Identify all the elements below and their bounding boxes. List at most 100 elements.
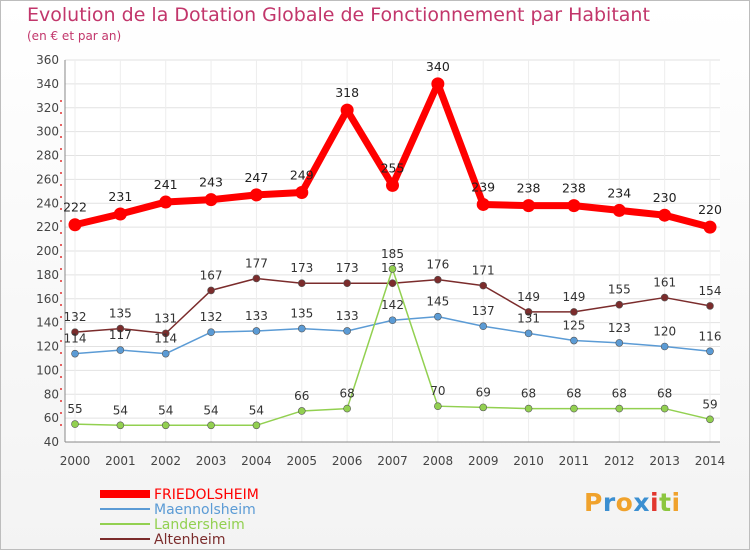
data-point-maennolsheim-2003 [207, 328, 215, 336]
legend-label-altenheim: Altenheim [154, 532, 225, 548]
data-point-friedolsheim-2009 [476, 197, 490, 211]
x-tick-label-2008: 2008 [423, 454, 454, 468]
data-point-altenheim-2007 [388, 279, 397, 288]
data-label-landersheim-2014: 59 [702, 397, 717, 411]
data-label-friedolsheim-2007: 255 [381, 160, 405, 175]
y-tick-label-80: 80 [44, 387, 59, 401]
data-point-maennolsheim-2006 [343, 327, 351, 335]
data-label-maennolsheim-2003: 132 [200, 310, 223, 324]
data-point-altenheim-2012 [615, 300, 624, 309]
x-tick-label-2007: 2007 [377, 454, 408, 468]
data-point-landersheim-2010 [524, 404, 533, 413]
data-label-altenheim-2005: 173 [290, 261, 313, 275]
y-tick-label-40: 40 [44, 435, 59, 449]
data-point-friedolsheim-2005 [295, 186, 309, 200]
data-point-altenheim-2010 [524, 308, 533, 316]
data-label-maennolsheim-2001: 117 [109, 328, 132, 342]
data-label-altenheim-2001: 135 [109, 307, 132, 321]
data-point-friedolsheim-2002 [159, 195, 173, 209]
data-label-altenheim-2013: 161 [653, 276, 676, 290]
data-point-maennolsheim-2009 [479, 322, 488, 331]
data-point-friedolsheim-2006 [340, 103, 354, 117]
data-label-landersheim-2001: 54 [113, 403, 128, 417]
data-point-friedolsheim-2001 [113, 207, 127, 221]
data-label-friedolsheim-2011: 238 [562, 181, 586, 196]
data-point-friedolsheim-2000 [68, 218, 82, 232]
data-point-maennolsheim-2001 [116, 346, 125, 354]
data-label-friedolsheim-2002: 241 [154, 177, 178, 192]
legend-label-landersheim: Landersheim [154, 517, 245, 533]
y-tick-label-180: 180 [36, 268, 59, 282]
data-point-altenheim-2014 [706, 302, 714, 310]
data-point-landersheim-2011 [570, 404, 578, 413]
data-point-landersheim-2009 [479, 403, 488, 412]
y-tick-label-160: 160 [36, 292, 59, 306]
x-tick-label-2000: 2000 [60, 454, 91, 468]
legend-label-friedolsheim: FRIEDOLSHEIM [154, 487, 259, 503]
data-label-maennolsheim-2014: 116 [699, 329, 722, 343]
brand-letter: i [650, 488, 660, 517]
data-point-landersheim-2006 [343, 404, 351, 413]
x-tick-label-2010: 2010 [513, 454, 544, 468]
data-point-friedolsheim-2003 [204, 193, 218, 207]
data-point-altenheim-2006 [343, 279, 351, 288]
data-label-friedolsheim-2000: 222 [63, 200, 87, 215]
data-label-friedolsheim-2013: 230 [653, 190, 677, 205]
data-point-friedolsheim-2014 [703, 220, 717, 234]
data-label-maennolsheim-2010: 131 [517, 311, 540, 325]
y-tick-label-240: 240 [36, 196, 59, 210]
data-point-friedolsheim-2011 [567, 199, 581, 213]
chart-title: Evolution de la Dotation Globale de Fonc… [27, 4, 650, 26]
brand-letter: i [671, 488, 681, 517]
data-point-friedolsheim-2008 [431, 77, 445, 91]
data-point-landersheim-2012 [615, 404, 624, 413]
data-point-altenheim-2002 [161, 329, 170, 338]
data-point-altenheim-2000 [71, 328, 79, 336]
data-label-landersheim-2009: 69 [476, 385, 491, 399]
data-point-friedolsheim-2012 [612, 203, 626, 217]
x-tick-label-2003: 2003 [196, 454, 227, 468]
data-label-maennolsheim-2006: 133 [336, 309, 359, 323]
data-label-maennolsheim-2009: 137 [472, 304, 495, 318]
data-point-maennolsheim-2005 [297, 324, 306, 333]
data-point-landersheim-2014 [706, 415, 714, 424]
legend-label-maennolsheim: Maennolsheim [154, 502, 256, 518]
data-point-altenheim-2009 [479, 281, 488, 290]
y-tick-label-300: 300 [36, 125, 59, 139]
data-label-landersheim-2004: 54 [249, 403, 264, 417]
data-point-friedolsheim-2010 [522, 199, 536, 213]
data-label-maennolsheim-2002: 114 [154, 332, 177, 346]
data-point-landersheim-2013 [660, 404, 669, 413]
data-label-altenheim-2006: 173 [336, 261, 359, 275]
data-label-friedolsheim-2014: 220 [698, 202, 722, 217]
data-label-altenheim-2011: 149 [562, 290, 585, 304]
data-point-friedolsheim-2013 [658, 208, 672, 222]
data-label-landersheim-2000: 55 [67, 402, 82, 416]
data-point-altenheim-2008 [434, 275, 442, 284]
data-point-landersheim-2001 [116, 421, 125, 430]
data-label-landersheim-2007: 185 [381, 247, 404, 261]
x-tick-label-2013: 2013 [649, 454, 680, 468]
y-tick-label-260: 260 [36, 172, 59, 186]
data-label-landersheim-2002: 54 [158, 403, 173, 417]
x-tick-label-2011: 2011 [559, 454, 590, 468]
data-point-altenheim-2005 [297, 279, 306, 288]
data-point-maennolsheim-2002 [161, 349, 170, 358]
data-point-altenheim-2011 [570, 308, 578, 316]
brand-logo: Proxiti [584, 488, 681, 517]
data-label-friedolsheim-2004: 247 [244, 170, 268, 185]
y-tick-label-220: 220 [36, 220, 59, 234]
data-label-landersheim-2006: 68 [340, 387, 355, 401]
data-label-landersheim-2012: 68 [612, 387, 627, 401]
data-point-maennolsheim-2011 [570, 336, 578, 345]
y-tick-label-200: 200 [36, 244, 59, 258]
brand-letter: t [659, 488, 672, 517]
y-tick-label-320: 320 [36, 101, 59, 115]
x-tick-label-2012: 2012 [604, 454, 635, 468]
data-point-altenheim-2003 [207, 286, 215, 295]
brand-letter: r [602, 488, 616, 517]
y-tick-label-140: 140 [36, 316, 59, 330]
data-label-maennolsheim-2007: 142 [381, 298, 404, 312]
data-label-maennolsheim-2013: 120 [653, 325, 676, 339]
data-label-landersheim-2013: 68 [657, 387, 672, 401]
